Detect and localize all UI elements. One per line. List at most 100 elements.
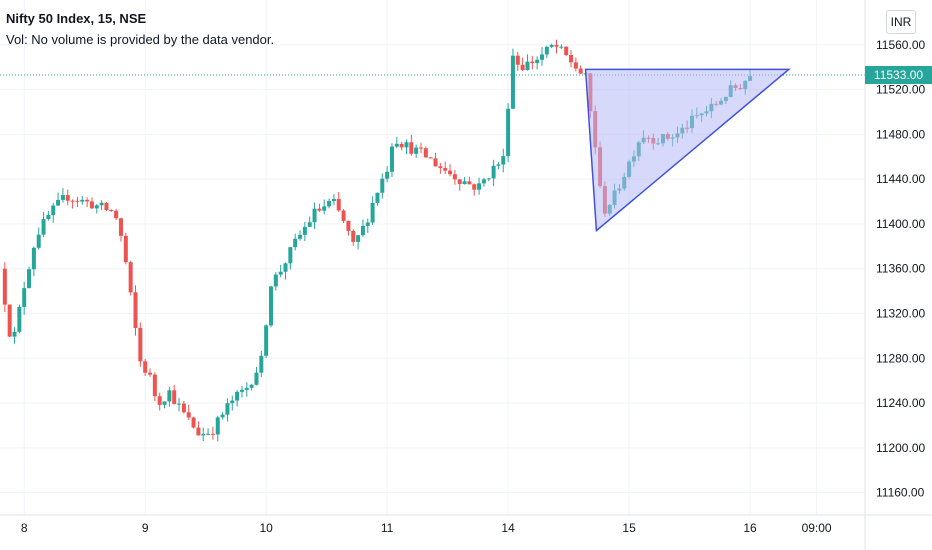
candle-body bbox=[438, 166, 443, 169]
y-tick-label: 11560.00 bbox=[876, 38, 925, 52]
candle-body bbox=[85, 199, 90, 202]
triangle-pattern-drawing[interactable] bbox=[584, 68, 791, 233]
chart-title: Nifty 50 Index, 15, NSE bbox=[6, 11, 147, 26]
candle-body bbox=[17, 306, 22, 332]
candle-body bbox=[273, 274, 278, 287]
candle-body bbox=[307, 222, 312, 227]
candle-body bbox=[578, 68, 583, 74]
candle-body bbox=[448, 170, 453, 175]
candle-body bbox=[109, 210, 114, 212]
candle-body bbox=[51, 205, 56, 215]
candle-body bbox=[535, 59, 540, 64]
candle-body bbox=[244, 387, 249, 390]
x-tick-label: 10 bbox=[259, 521, 273, 535]
candle-body bbox=[123, 235, 128, 263]
candle-body bbox=[220, 414, 225, 418]
candle-body bbox=[177, 403, 182, 405]
candle-body bbox=[341, 210, 346, 221]
candle-body bbox=[196, 427, 201, 436]
y-tick-label: 11440.00 bbox=[876, 172, 925, 186]
candle-body bbox=[157, 396, 162, 405]
candle-body bbox=[70, 200, 75, 202]
candle-body bbox=[288, 247, 293, 264]
candle-body bbox=[259, 355, 264, 373]
candle-body bbox=[428, 157, 433, 159]
candle-body bbox=[56, 199, 61, 206]
x-tick-label: 15 bbox=[622, 521, 636, 535]
y-tick-label: 11240.00 bbox=[876, 396, 925, 410]
y-tick-label: 11400.00 bbox=[876, 217, 925, 231]
candle-body bbox=[225, 403, 230, 415]
candle-body bbox=[268, 286, 273, 326]
candle-body bbox=[206, 433, 211, 435]
currency-button[interactable]: INR bbox=[886, 10, 916, 34]
candle-body bbox=[162, 401, 167, 405]
candle-body bbox=[31, 247, 36, 270]
candle-body bbox=[46, 214, 51, 220]
candle-body bbox=[7, 304, 12, 337]
candle-body bbox=[501, 156, 506, 165]
candle-body bbox=[75, 200, 80, 202]
candle-body bbox=[462, 181, 467, 184]
candle-body bbox=[104, 202, 109, 211]
candle-body bbox=[94, 205, 99, 209]
y-tick-label: 11320.00 bbox=[876, 306, 925, 320]
candle-body bbox=[152, 374, 157, 397]
candle-body bbox=[385, 171, 390, 179]
candle-body bbox=[346, 220, 351, 231]
candle-body bbox=[491, 165, 496, 179]
y-tick-label: 11280.00 bbox=[876, 351, 925, 365]
candle-body bbox=[65, 195, 70, 201]
candle-body bbox=[317, 208, 322, 211]
candle-body bbox=[510, 55, 515, 109]
triangle-shape bbox=[584, 68, 791, 233]
candle-body bbox=[133, 292, 138, 328]
candle-body bbox=[167, 390, 172, 402]
candle-body bbox=[22, 288, 27, 307]
candle-body bbox=[331, 199, 336, 202]
candle-body bbox=[283, 263, 288, 272]
candle-body bbox=[201, 433, 206, 436]
candle-body bbox=[477, 183, 482, 190]
last-price-tag: 11533.00 bbox=[865, 66, 932, 84]
candle-body bbox=[380, 178, 385, 193]
y-tick-label: 11360.00 bbox=[876, 262, 925, 276]
candle-body bbox=[472, 184, 477, 190]
candle-body bbox=[254, 372, 259, 385]
candle-body bbox=[41, 219, 46, 235]
candle-body bbox=[549, 44, 554, 47]
x-tick-label: 8 bbox=[21, 521, 28, 535]
candle-body bbox=[520, 64, 525, 71]
candle-body bbox=[138, 327, 143, 362]
candle-body bbox=[148, 372, 153, 375]
candle-body bbox=[394, 143, 399, 147]
candle-body bbox=[80, 199, 85, 202]
candle-body bbox=[12, 331, 17, 337]
y-tick-label: 11200.00 bbox=[876, 441, 925, 455]
candle-body bbox=[302, 226, 307, 235]
candle-body bbox=[118, 218, 123, 236]
candle-body bbox=[554, 44, 559, 47]
y-tick-label: 11480.00 bbox=[876, 127, 925, 141]
volume-note: Vol: No volume is provided by the data v… bbox=[6, 32, 275, 47]
candle-body bbox=[172, 390, 177, 405]
candle-body bbox=[210, 433, 215, 435]
candle-body bbox=[360, 225, 365, 236]
candle-body bbox=[573, 62, 578, 69]
candle-body bbox=[559, 46, 564, 48]
y-tick-label: 11160.00 bbox=[876, 486, 925, 500]
candle-body bbox=[99, 202, 104, 206]
candle-body bbox=[356, 235, 361, 242]
candle-body bbox=[423, 148, 428, 158]
candle-body bbox=[239, 389, 244, 392]
candle-body bbox=[433, 158, 438, 167]
candle-body bbox=[544, 46, 549, 55]
candle-body bbox=[278, 271, 283, 275]
candle-body bbox=[569, 54, 574, 63]
candle-body bbox=[452, 174, 457, 180]
candle-body bbox=[89, 201, 94, 209]
candle-body bbox=[191, 417, 196, 428]
candle-body bbox=[143, 361, 148, 373]
